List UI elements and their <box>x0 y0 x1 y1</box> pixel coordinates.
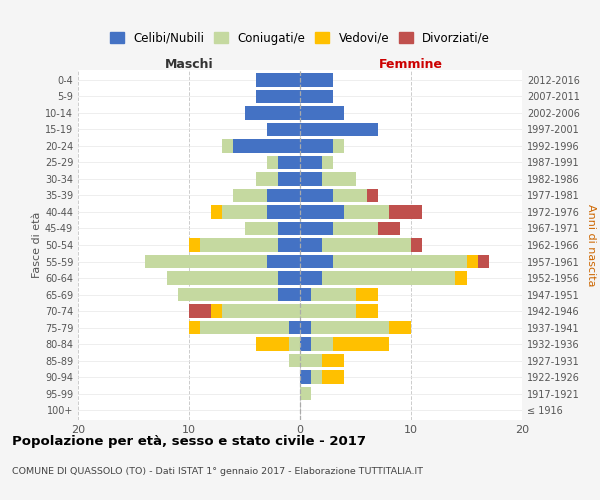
Bar <box>245 106 300 120</box>
Bar <box>467 254 478 268</box>
Bar <box>300 370 311 384</box>
Bar <box>300 321 311 334</box>
Bar <box>256 90 300 103</box>
Bar <box>334 338 389 351</box>
Bar <box>200 238 278 252</box>
Bar <box>334 188 367 202</box>
Bar <box>278 271 300 285</box>
Bar <box>300 90 334 103</box>
Bar <box>145 254 266 268</box>
Bar <box>256 172 278 186</box>
Bar <box>189 321 200 334</box>
Bar <box>355 288 378 302</box>
Bar <box>411 238 422 252</box>
Bar <box>378 222 400 235</box>
Bar <box>389 321 411 334</box>
Bar <box>300 238 322 252</box>
Text: Femmine: Femmine <box>379 58 443 71</box>
Bar <box>355 304 378 318</box>
Bar <box>256 338 289 351</box>
Bar <box>344 205 389 219</box>
Bar <box>311 288 355 302</box>
Bar <box>300 271 322 285</box>
Bar <box>367 188 378 202</box>
Bar <box>300 288 311 302</box>
Bar <box>334 254 467 268</box>
Bar <box>322 156 334 169</box>
Bar <box>300 139 334 152</box>
Bar <box>189 238 200 252</box>
Bar <box>455 271 467 285</box>
Bar <box>322 172 355 186</box>
Text: COMUNE DI QUASSOLO (TO) - Dati ISTAT 1° gennaio 2017 - Elaborazione TUTTITALIA.I: COMUNE DI QUASSOLO (TO) - Dati ISTAT 1° … <box>12 468 423 476</box>
Bar <box>289 338 300 351</box>
Bar <box>200 321 289 334</box>
Bar <box>233 188 266 202</box>
Bar <box>178 288 278 302</box>
Bar <box>300 188 334 202</box>
Bar <box>322 354 344 368</box>
Bar <box>278 222 300 235</box>
Legend: Celibi/Nubili, Coniugati/e, Vedovi/e, Divorziati/e: Celibi/Nubili, Coniugati/e, Vedovi/e, Di… <box>105 27 495 50</box>
Bar <box>266 156 278 169</box>
Bar <box>300 338 311 351</box>
Bar <box>266 188 300 202</box>
Bar <box>289 321 300 334</box>
Bar <box>300 106 344 120</box>
Bar <box>300 156 322 169</box>
Bar <box>322 271 455 285</box>
Bar <box>322 370 344 384</box>
Bar <box>300 172 322 186</box>
Bar <box>311 370 322 384</box>
Bar <box>300 73 334 86</box>
Bar <box>300 122 378 136</box>
Bar <box>300 354 322 368</box>
Bar <box>211 205 222 219</box>
Bar <box>222 205 266 219</box>
Bar <box>300 254 334 268</box>
Bar <box>300 205 344 219</box>
Bar <box>266 205 300 219</box>
Bar <box>478 254 489 268</box>
Bar <box>289 354 300 368</box>
Bar <box>334 139 344 152</box>
Bar <box>211 304 222 318</box>
Bar <box>278 288 300 302</box>
Y-axis label: Anni di nascita: Anni di nascita <box>586 204 596 286</box>
Bar <box>322 238 411 252</box>
Bar <box>256 73 300 86</box>
Bar <box>266 254 300 268</box>
Bar <box>311 321 389 334</box>
Bar <box>278 238 300 252</box>
Bar <box>189 304 211 318</box>
Bar <box>222 139 233 152</box>
Bar <box>167 271 278 285</box>
Bar <box>300 222 334 235</box>
Bar <box>245 222 278 235</box>
Bar <box>300 387 311 400</box>
Bar <box>334 222 378 235</box>
Bar <box>222 304 300 318</box>
Bar <box>389 205 422 219</box>
Bar <box>278 172 300 186</box>
Text: Popolazione per età, sesso e stato civile - 2017: Popolazione per età, sesso e stato civil… <box>12 435 366 448</box>
Bar <box>311 338 334 351</box>
Bar <box>278 156 300 169</box>
Text: Maschi: Maschi <box>164 58 214 71</box>
Bar <box>233 139 300 152</box>
Bar <box>300 304 355 318</box>
Bar <box>266 122 300 136</box>
Y-axis label: Fasce di età: Fasce di età <box>32 212 42 278</box>
